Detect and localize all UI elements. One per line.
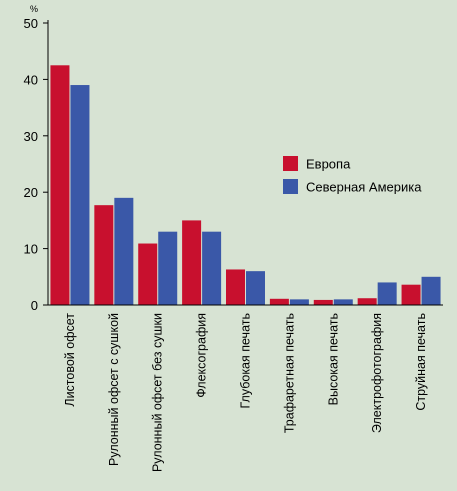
bar-north-america <box>246 271 265 305</box>
y-tick-label: 40 <box>24 72 38 87</box>
bar-europe <box>94 205 114 305</box>
legend: Европа Северная Америка <box>283 156 422 195</box>
x-tick-label: Листовой офсет <box>63 313 77 407</box>
axes <box>47 20 443 306</box>
x-tick-label: Трафаретная печать <box>282 313 296 433</box>
y-axis-unit-label: % <box>30 4 38 14</box>
y-tick-label: 30 <box>24 129 38 144</box>
x-tick-label: Флексография <box>195 313 209 398</box>
bar-north-america <box>158 231 178 305</box>
bars <box>50 65 441 305</box>
bar-north-america <box>202 231 222 305</box>
bar-north-america <box>333 299 353 305</box>
y-tick-label: 20 <box>24 185 38 200</box>
bar-north-america <box>377 282 397 305</box>
bar-europe <box>182 220 202 305</box>
bar-europe <box>138 243 158 305</box>
bar-north-america <box>421 276 441 305</box>
bar-europe <box>50 65 70 305</box>
bar-europe <box>313 299 333 305</box>
legend-label: Северная Америка <box>306 180 422 195</box>
legend-swatch-europe <box>283 156 298 171</box>
bar-europe <box>269 298 289 305</box>
x-tick-label: Электрофотография <box>370 313 384 433</box>
bar-north-america <box>70 85 90 305</box>
bar-europe <box>226 269 245 305</box>
y-tick-label: 50 <box>24 16 38 31</box>
y-tick-label: 10 <box>24 242 38 257</box>
y-tick-label: 0 <box>31 298 38 313</box>
x-tick-label: Глубокая печать <box>239 313 253 409</box>
x-tick-label: Рулонный офсет без сушки <box>151 313 165 472</box>
x-axis-category-labels: Листовой офсет Рулонный офсет с сушкой Рул… <box>63 313 428 472</box>
bar-north-america <box>114 197 134 305</box>
legend-label: Европа <box>306 157 351 172</box>
x-tick-label: Высокая печать <box>326 313 340 405</box>
bar-europe <box>357 298 377 305</box>
x-tick-label: Рулонный офсет с сушкой <box>107 313 121 466</box>
bar-north-america <box>289 299 309 305</box>
bar-europe <box>401 284 421 305</box>
y-axis-ticks: 0 10 20 30 40 50 <box>24 16 48 313</box>
legend-swatch-north-america <box>283 179 298 194</box>
x-tick-label: Струйная печать <box>414 313 428 411</box>
